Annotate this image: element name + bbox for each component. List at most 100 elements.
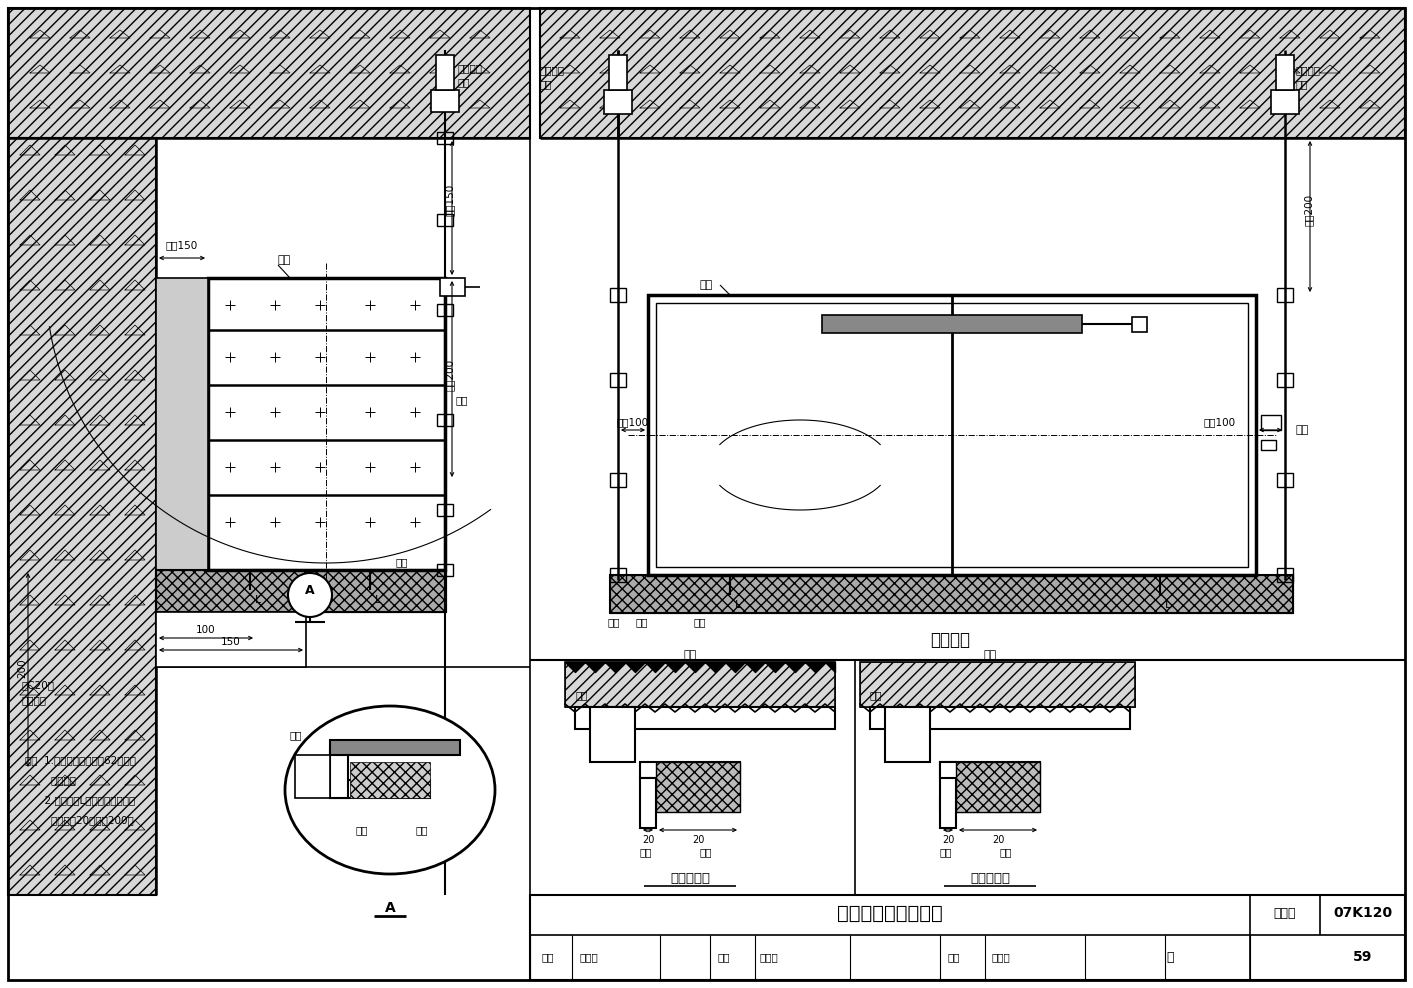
Text: 20: 20 [942,835,954,845]
Bar [591,707,634,762]
Bar [609,55,627,90]
Bar [8,8,530,138]
Bar [437,55,454,90]
Bar [1276,55,1294,90]
Bar [617,8,649,903]
Text: 20: 20 [642,835,654,845]
Bar [155,278,208,570]
Text: 风阀: 风阀 [278,255,291,265]
Bar [610,373,626,387]
Bar [431,90,459,112]
Bar [610,575,1293,613]
Bar [350,762,430,798]
Bar [1277,288,1293,302]
Bar [957,762,1040,812]
Text: 石砼填实: 石砼填实 [23,695,47,705]
Text: 阀体: 阀体 [983,650,996,660]
Text: 垫块: 垫块 [699,847,712,857]
Ellipse shape [285,706,495,874]
Bar [155,570,447,612]
Bar [165,620,300,660]
Bar [1260,415,1282,430]
Text: 最小150: 最小150 [165,240,198,250]
Bar [439,278,465,296]
Text: L: L [254,595,261,605]
Bar [1277,373,1293,387]
Bar [155,612,307,667]
Text: 垫块: 垫块 [415,825,428,835]
Text: 吊耳: 吊耳 [540,79,552,89]
Text: 整，最小20，最大200。: 整，最小20，最大200。 [25,815,134,825]
Bar [610,473,626,487]
Bar [565,662,835,707]
Text: 2.图中尺寸L可根据风阀大小调: 2.图中尺寸L可根据风阀大小调 [25,795,136,805]
Bar [656,303,1248,567]
Text: 槽钢梁大样: 槽钢梁大样 [969,871,1010,884]
Text: 07K120: 07K120 [1334,906,1393,920]
Text: 胀锚螺栓: 胀锚螺栓 [540,65,565,75]
Bar [437,504,454,516]
Text: 59: 59 [1354,950,1372,964]
Text: 注：  1.各配件尺寸详见第62页安装: 注： 1.各配件尺寸详见第62页安装 [25,755,136,765]
Bar [565,662,835,707]
Text: 20: 20 [692,835,704,845]
Text: 阀体: 阀体 [684,650,697,660]
Bar [530,895,1405,980]
Bar [640,778,656,828]
Text: 最小100: 最小100 [1204,417,1236,427]
Text: 垫块: 垫块 [1000,847,1013,857]
Text: 最小200: 最小200 [1304,194,1314,226]
Text: 胀锚螺栓: 胀锚螺栓 [458,63,483,73]
Text: 胀锚螺栓: 胀锚螺栓 [1294,65,1320,75]
Text: 校对: 校对 [716,952,729,962]
Bar [8,138,155,895]
Bar [649,295,1256,575]
Text: 挡块: 挡块 [636,617,649,627]
Bar [940,762,1040,778]
Text: 横梁: 横梁 [355,825,367,835]
Text: 挡块: 挡块 [396,557,407,567]
Text: 挡块: 挡块 [575,690,588,700]
Text: 吊耳: 吊耳 [1294,79,1307,89]
Bar [940,796,1040,812]
Text: 吊架、吊支架安装图: 吊架、吊支架安装图 [836,903,942,923]
Circle shape [288,573,332,617]
Bar [822,315,1082,333]
Bar [656,762,740,812]
Text: 20: 20 [992,835,1005,845]
Text: 用C20细: 用C20细 [23,680,55,690]
Bar [8,138,155,895]
Text: 角钢梁大样: 角钢梁大样 [670,871,709,884]
Bar [861,662,1135,707]
Bar [331,780,430,798]
Bar [437,132,454,144]
Text: 最小150: 最小150 [445,184,455,216]
Text: 刘贵延: 刘贵延 [760,952,779,962]
Bar [575,707,835,729]
Bar [870,707,1130,729]
Bar [437,214,454,226]
Bar [331,750,348,798]
Text: 200: 200 [17,658,27,678]
Text: 王彦良: 王彦良 [992,952,1010,962]
Bar [861,662,1135,707]
Bar [957,762,1040,812]
Text: L: L [1164,600,1171,610]
Text: 垫块: 垫块 [694,617,706,627]
Text: A: A [384,901,396,915]
Text: 页: 页 [1166,950,1174,963]
Text: 吊架安装: 吊架安装 [930,631,969,649]
Text: 设计: 设计 [947,952,959,962]
Text: 霍尚龙: 霍尚龙 [579,952,599,962]
Text: 吊耳: 吊耳 [458,77,471,87]
Bar [1277,473,1293,487]
Bar [331,740,461,755]
Text: 吊杆: 吊杆 [455,395,468,405]
Text: L: L [374,595,382,605]
Bar [885,707,930,762]
Text: 挡块: 挡块 [870,690,883,700]
Text: 吊杆: 吊杆 [1294,425,1308,435]
Text: 最小100: 最小100 [617,417,649,427]
Text: 材料表。: 材料表。 [25,775,76,785]
Bar [1260,440,1276,450]
